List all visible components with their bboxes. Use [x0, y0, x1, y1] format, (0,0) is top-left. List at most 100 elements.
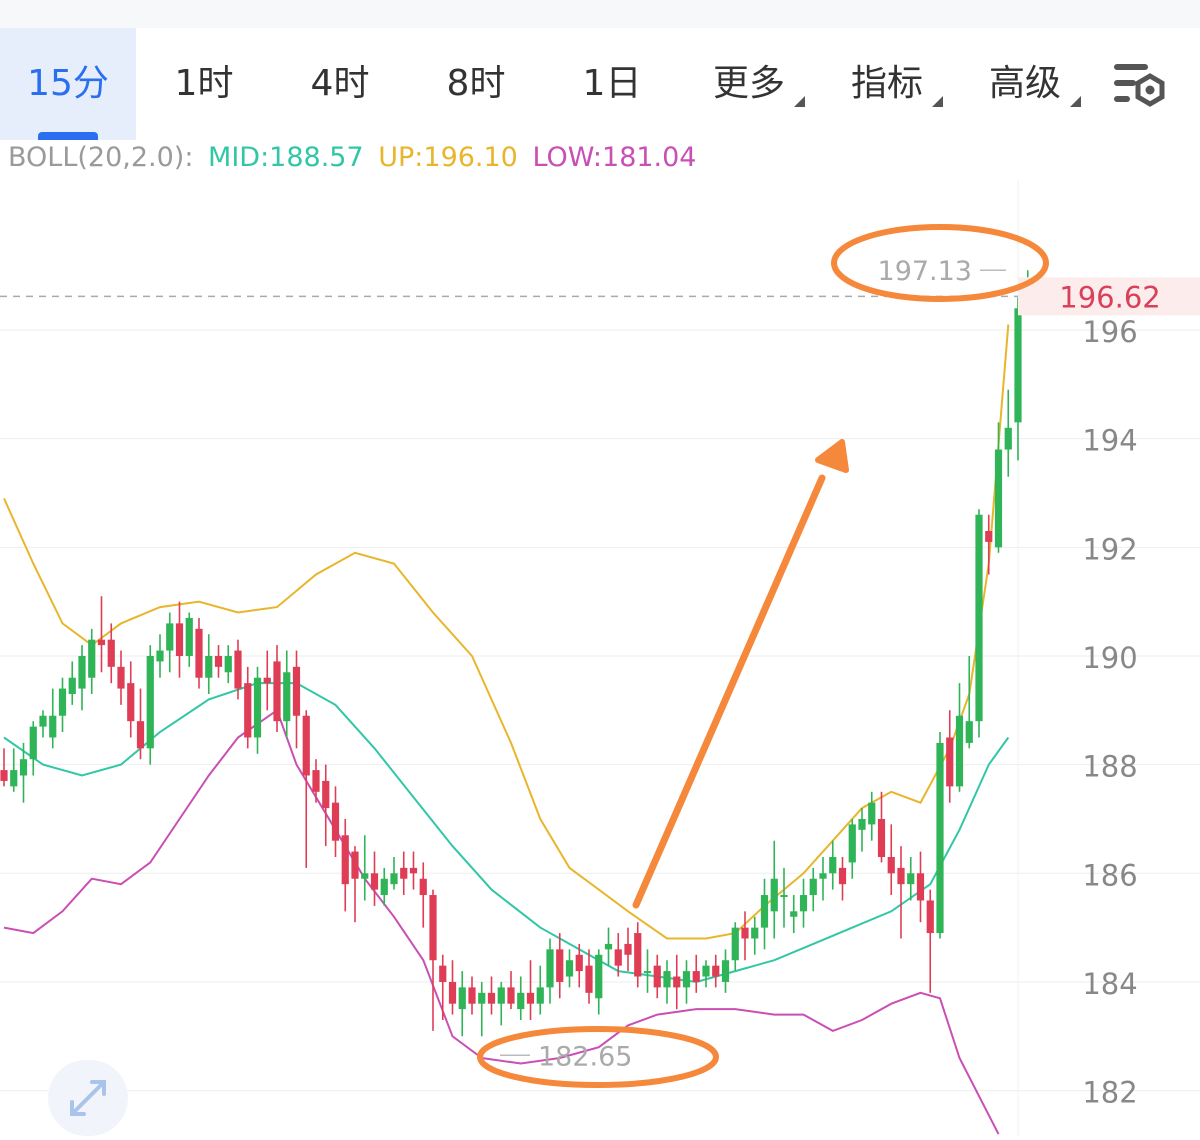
tab-1hour[interactable]: 1时	[136, 28, 272, 140]
candle	[994, 422, 1003, 553]
y-tick-label: 184	[1082, 967, 1137, 1001]
tab-15min[interactable]: 15分	[0, 28, 136, 140]
last-price-label-bg	[1018, 277, 1200, 316]
tab-label: 15分	[27, 63, 109, 104]
candle	[214, 645, 223, 678]
candle	[897, 846, 905, 939]
candle-body	[994, 449, 1003, 548]
candle	[790, 895, 798, 934]
y-tick-label: 190	[1082, 641, 1137, 675]
candle-body	[78, 655, 86, 689]
candle	[946, 710, 954, 803]
candle-body	[58, 688, 67, 716]
candle-body	[195, 628, 203, 678]
candle	[614, 933, 622, 977]
candle-body	[946, 737, 954, 787]
candle-body	[68, 677, 76, 695]
tab-advanced-dropdown[interactable]: 高级	[962, 28, 1088, 140]
y-tick-label: 196	[1082, 315, 1137, 349]
candle	[780, 867, 788, 928]
annotation-ellipse-low	[477, 1026, 719, 1088]
candle-body	[380, 878, 388, 896]
candle	[370, 851, 379, 906]
candle	[58, 677, 67, 733]
candle-body	[848, 824, 856, 863]
candle-body	[634, 933, 642, 977]
candle-body	[487, 992, 496, 1004]
candle	[0, 748, 8, 787]
candle-body	[29, 726, 37, 760]
candle	[975, 509, 983, 738]
candle-body	[585, 965, 593, 993]
candle	[361, 835, 369, 901]
candle	[478, 981, 486, 1037]
candle	[146, 645, 154, 765]
candle	[263, 650, 271, 711]
tab-4hour[interactable]: 4时	[272, 28, 408, 140]
candle-body	[468, 987, 476, 1004]
candle	[253, 666, 262, 754]
tab-8hour[interactable]: 8时	[408, 28, 544, 140]
candle-body	[682, 971, 691, 988]
candle	[136, 688, 145, 760]
candle	[546, 938, 554, 1004]
candle-body	[458, 987, 466, 1010]
candle-body	[10, 770, 18, 787]
candle	[117, 650, 125, 705]
candle-body	[907, 873, 915, 885]
candle-body	[322, 780, 330, 809]
candle-body	[156, 650, 164, 662]
max-price-label: 197.13	[878, 256, 972, 287]
candle-body	[653, 965, 661, 988]
candle-body	[97, 639, 106, 646]
tab-more-dropdown[interactable]: 更多	[686, 28, 812, 140]
candle-body	[643, 971, 652, 974]
candle-body	[965, 721, 973, 743]
candle	[234, 639, 242, 700]
candle	[965, 655, 973, 749]
candle	[341, 818, 349, 912]
candle-body	[419, 878, 427, 896]
candle	[507, 971, 515, 1010]
y-tick-label: 194	[1082, 424, 1137, 458]
y-tick-label: 186	[1082, 858, 1137, 892]
candle-body	[205, 655, 213, 678]
candle-body	[88, 639, 96, 678]
candle	[604, 927, 613, 966]
candle-body	[663, 971, 671, 988]
candle-body	[790, 911, 798, 917]
boll-mid-line	[3, 682, 1010, 984]
candle	[848, 818, 856, 879]
candle-body	[624, 943, 632, 955]
candle	[721, 949, 730, 993]
candle-body	[283, 672, 291, 722]
candle-body	[312, 770, 320, 792]
candle	[751, 916, 759, 955]
annotation-ellipse-high	[831, 224, 1049, 302]
expand-chart-button[interactable]	[48, 1060, 128, 1136]
candlestick-chart[interactable]: 196 194 192 190 188 186 184 182 196.62 197.13 182.…	[0, 180, 1200, 1136]
tab-indicators-dropdown[interactable]: 指标	[824, 28, 950, 140]
tab-1day[interactable]: 1日	[544, 28, 680, 140]
candle-body	[673, 976, 681, 988]
candle	[175, 601, 184, 678]
candle	[185, 612, 193, 667]
tab-label: 8时	[446, 63, 506, 104]
candle	[448, 960, 457, 1015]
candle	[487, 976, 496, 1015]
active-tab-indicator	[38, 132, 98, 140]
min-price-label: 182.65	[538, 1041, 632, 1072]
candle	[205, 634, 213, 695]
candle	[770, 840, 778, 939]
chart-settings-icon[interactable]	[1110, 58, 1172, 114]
candle	[419, 862, 427, 928]
candle	[907, 857, 915, 901]
candle	[526, 960, 535, 1020]
boll-mid-value: MID:188.57	[208, 142, 364, 173]
candle	[799, 878, 808, 928]
candle	[887, 824, 895, 896]
candle	[273, 645, 281, 733]
candle	[322, 764, 330, 847]
candle	[868, 791, 876, 841]
candle-body	[136, 721, 145, 749]
